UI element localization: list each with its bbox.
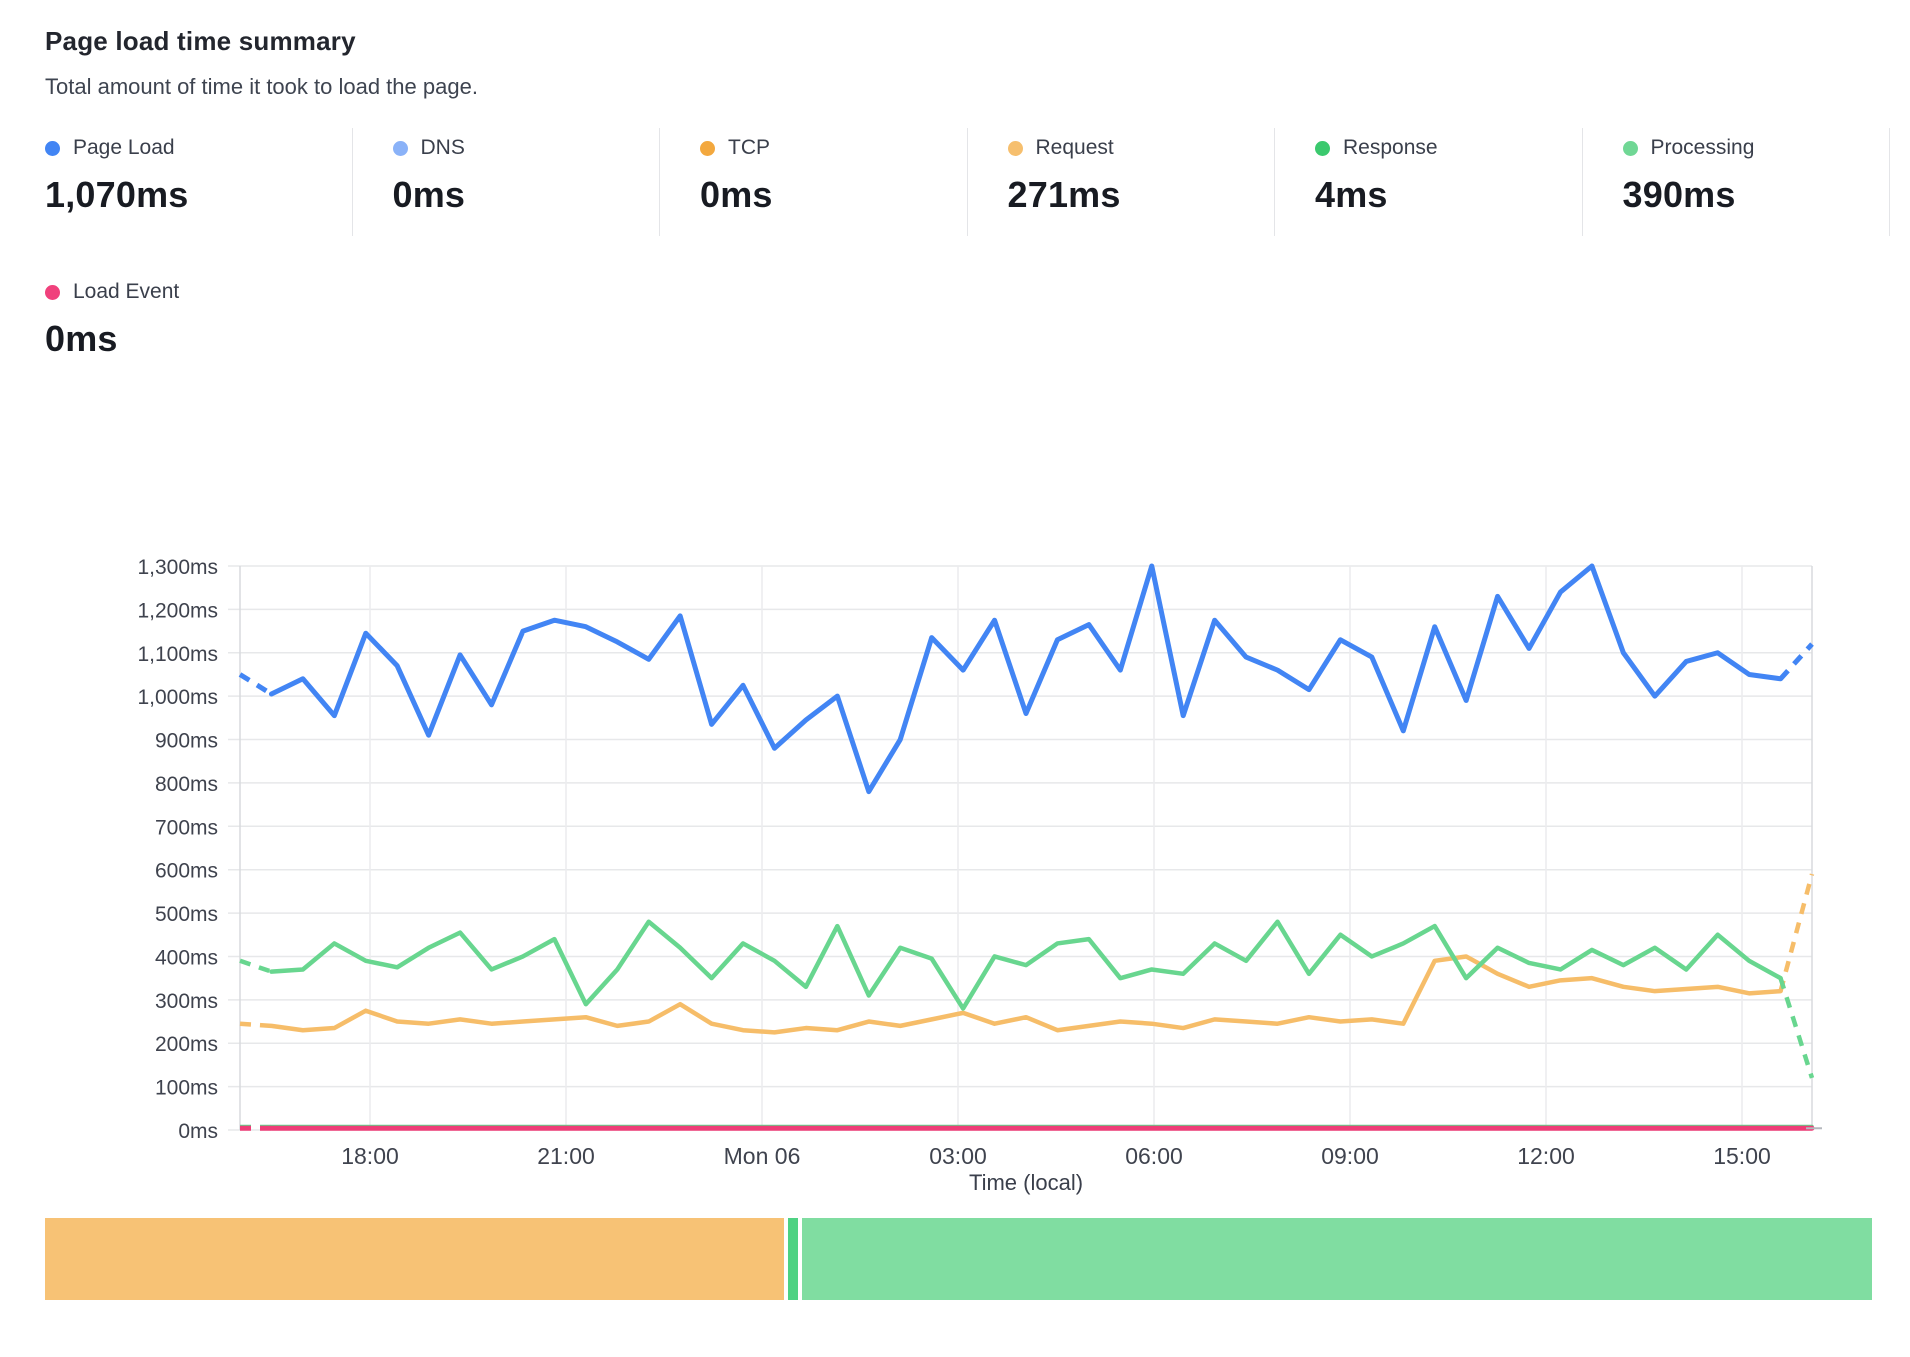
load-event-legend-dot — [45, 284, 60, 300]
tcp-legend-dot — [700, 140, 715, 156]
chart-line-processing — [269, 919, 1783, 1011]
chart-line-page-load-dashed — [1778, 642, 1814, 681]
y-axis-tick-label: 200ms — [155, 1033, 218, 1056]
metric-page-load: Page Load 1,070ms — [45, 128, 353, 236]
metric-value: 271ms — [1007, 174, 1121, 215]
y-axis-tick-label: 500ms — [155, 903, 218, 926]
chart-line-request — [269, 954, 1783, 1035]
metric-tcp: TCP 0ms — [660, 128, 968, 236]
metric-label: TCP — [728, 136, 770, 159]
chart-line-request-dashed — [239, 1021, 272, 1029]
y-axis-tick-label: 1,000ms — [137, 686, 218, 709]
page-load-legend-dot — [45, 140, 60, 156]
metric-value: 0ms — [392, 174, 466, 215]
metric-label: Response — [1343, 136, 1438, 159]
processing-legend-dot — [1622, 140, 1638, 156]
y-axis-tick-label: 1,200ms — [137, 599, 218, 622]
x-axis-tick-label: 12:00 — [1517, 1143, 1575, 1169]
y-axis-tick-label: 800ms — [155, 773, 218, 796]
y-axis-tick-label: 700ms — [155, 816, 218, 839]
y-axis-tick-label: 600ms — [155, 860, 218, 883]
y-axis-tick-label: 400ms — [155, 946, 218, 969]
metric-response: Response 4ms — [1275, 128, 1583, 236]
response-legend-dot — [1315, 140, 1330, 156]
request-legend-dot — [1007, 140, 1023, 156]
x-axis-tick-label: 21:00 — [537, 1143, 595, 1169]
dns-legend-dot — [392, 140, 408, 156]
x-axis-title: Time (local) — [969, 1170, 1083, 1195]
metric-value: 0ms — [700, 174, 773, 215]
metric-summary-row: Page Load 1,070ms DNS 0ms TCP 0ms Reques… — [45, 128, 1890, 236]
metric-load-event: Load Event 0ms — [45, 272, 179, 360]
metric-value: 1,070ms — [45, 174, 189, 215]
y-axis-tick-label: 0ms — [178, 1120, 218, 1143]
y-axis-tick-label: 1,300ms — [137, 556, 218, 579]
x-axis-tick-label: 06:00 — [1125, 1143, 1183, 1169]
metric-value: 4ms — [1315, 174, 1388, 215]
metric-label: DNS — [420, 136, 465, 159]
chart-line-processing-dashed — [239, 958, 273, 974]
y-axis-tick-label: 1,100ms — [137, 643, 218, 666]
y-axis-tick-label: 100ms — [155, 1077, 218, 1100]
distribution-segment-processing — [802, 1218, 1872, 1300]
x-axis-tick-label: 09:00 — [1321, 1143, 1379, 1169]
x-axis-tick-label: Mon 06 — [724, 1143, 801, 1169]
metric-value: 390ms — [1622, 174, 1736, 215]
metric-label: Request — [1035, 136, 1114, 159]
x-axis-tick-label: 03:00 — [929, 1143, 987, 1169]
page-title: Page load time summary — [45, 26, 356, 56]
metric-dns: DNS 0ms — [353, 128, 660, 236]
chart-line-page-load-dashed — [238, 672, 273, 697]
distribution-segment-response — [787, 1218, 799, 1300]
y-axis-tick-label: 900ms — [155, 730, 218, 753]
metric-label: Page Load — [73, 136, 175, 159]
chart-line-request-dashed — [1778, 873, 1815, 992]
chart-line-page-load — [268, 563, 1784, 795]
metric-request: Request 271ms — [968, 128, 1275, 236]
metric-processing: Processing 390ms — [1583, 128, 1890, 236]
x-axis-tick-label: 18:00 — [341, 1143, 399, 1169]
chart-line-processing-dashed — [1778, 977, 1815, 1079]
metric-value: 0ms — [45, 318, 118, 359]
x-axis-tick-label: 15:00 — [1713, 1143, 1771, 1169]
page-subtitle: Total amount of time it took to load the… — [45, 74, 478, 99]
distribution-bar — [45, 1218, 1872, 1300]
metric-label: Processing — [1650, 136, 1755, 159]
y-axis-tick-label: 300ms — [155, 990, 218, 1013]
metric-label: Load Event — [73, 280, 180, 303]
distribution-segment-request — [45, 1218, 784, 1300]
